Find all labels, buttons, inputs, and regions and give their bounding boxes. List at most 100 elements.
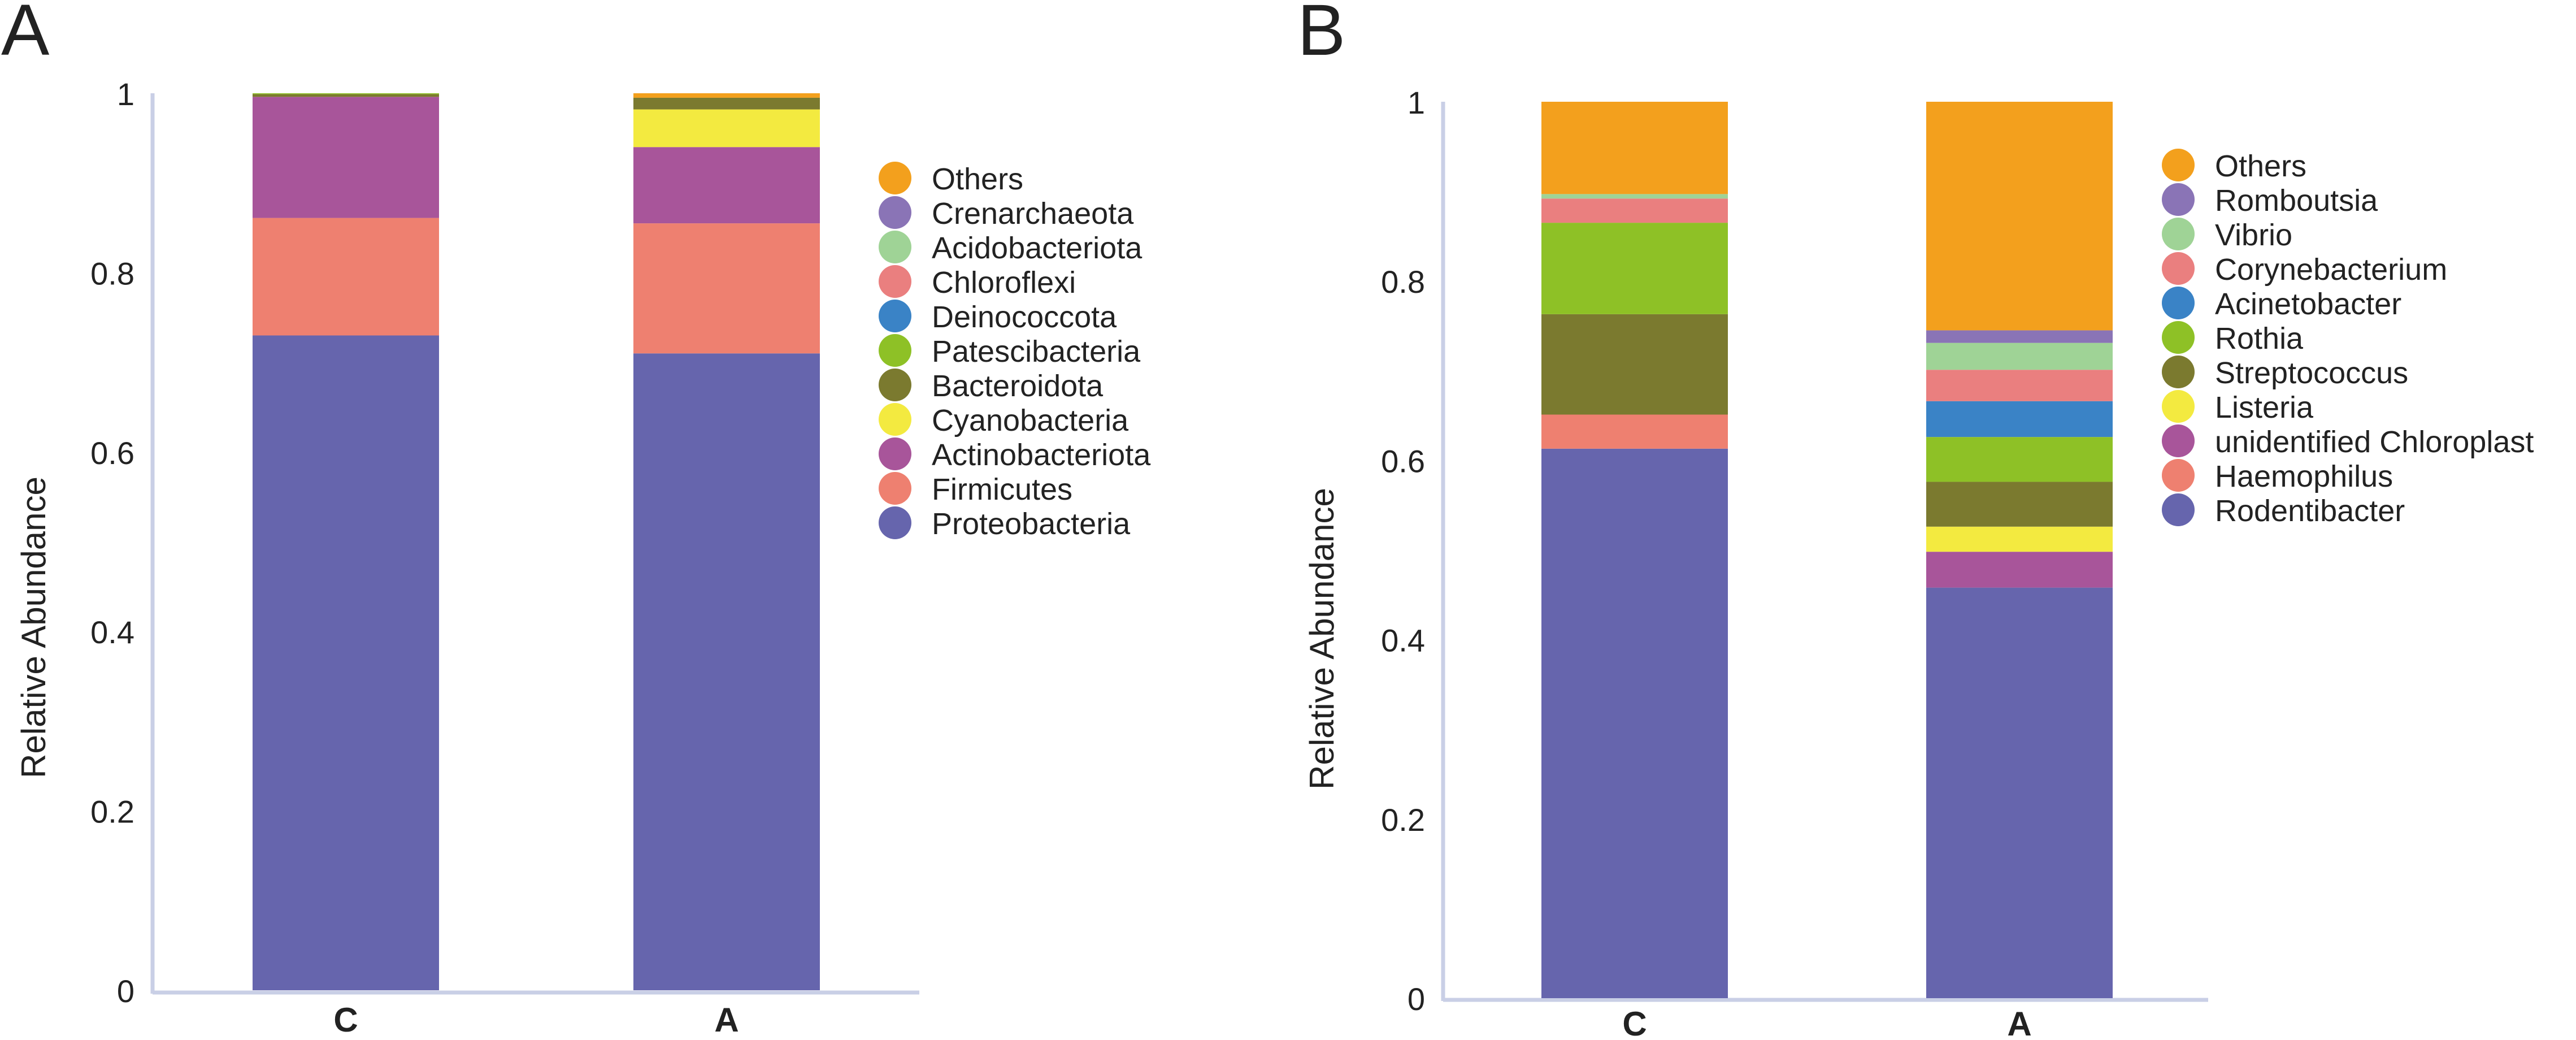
legend-marker <box>2162 321 2195 354</box>
legend-item: Others <box>2162 149 2306 183</box>
y-tick-label: 0 <box>1408 981 1425 1017</box>
legend-marker <box>2162 493 2195 526</box>
bar-segment <box>1541 198 1728 223</box>
legend-item: Bacteroidota <box>879 369 1104 403</box>
panel-label: A <box>1 0 50 71</box>
bar-segment <box>1926 343 2113 370</box>
y-axis-title: Relative Abundance <box>15 476 53 778</box>
y-ticks: 0 0.2 0.4 0.6 0.8 1 <box>1381 85 1425 1017</box>
legend-label: Cyanobacteria <box>932 404 1129 437</box>
legend-label: Listeria <box>2215 391 2314 424</box>
legend-marker <box>879 403 911 436</box>
y-tick-label: 0.2 <box>90 794 134 830</box>
y-tick-label: 0.6 <box>90 435 134 471</box>
legend-marker <box>879 231 911 263</box>
legend-label: Vibrio <box>2215 218 2292 252</box>
bar-segment <box>1926 587 2113 998</box>
legend-marker <box>2162 390 2195 423</box>
legend-item: Streptococcus <box>2162 356 2408 390</box>
legend: OthersCrenarchaeotaAcidobacteriotaChloro… <box>879 162 1151 541</box>
bar-segment <box>633 93 820 98</box>
bar-segment <box>1926 102 2113 331</box>
legend-item: Acinetobacter <box>2162 287 2401 321</box>
legend-item: Cyanobacteria <box>879 403 1129 437</box>
panel-label: B <box>1297 0 1345 71</box>
legend-marker <box>879 472 911 505</box>
bar-stack-group <box>1541 102 2113 998</box>
legend-item: Rothia <box>2162 321 2304 356</box>
bar-stack-group <box>253 93 820 990</box>
bar-segment <box>633 223 820 354</box>
bar-segment <box>1926 526 2113 552</box>
legend-marker <box>879 334 911 367</box>
legend-item: Others <box>879 162 1023 196</box>
legend-label: Others <box>2215 149 2306 183</box>
legend-marker <box>2162 149 2195 181</box>
bar-segment <box>1926 482 2113 527</box>
legend-item: Actinobacteriota <box>879 437 1151 472</box>
legend-marker <box>879 162 911 194</box>
bar-segment <box>1541 314 1728 415</box>
legend-item: Listeria <box>2162 390 2314 424</box>
legend-item: Deinococcota <box>879 300 1117 334</box>
legend: OthersRomboutsiaVibrioCorynebacteriumAci… <box>2162 149 2534 528</box>
bar-segment <box>253 93 439 94</box>
bar-segment <box>1541 448 1728 998</box>
legend-item: Crenarchaeota <box>879 196 1134 231</box>
legend-item: Rodentibacter <box>2162 493 2405 528</box>
y-axis-title: Relative Abundance <box>1303 488 1341 790</box>
y-tick-label: 0.4 <box>1381 623 1425 658</box>
bar-segment <box>253 218 439 336</box>
legend-label: Patescibacteria <box>932 335 1141 369</box>
legend-label: Acidobacteriota <box>932 231 1143 265</box>
legend-marker <box>2162 356 2195 388</box>
legend-label: Haemophilus <box>2215 460 2393 493</box>
legend-marker <box>879 265 911 298</box>
y-tick-label: 1 <box>1408 85 1425 120</box>
bar-segment <box>253 97 439 218</box>
bar-segment <box>1926 401 2113 437</box>
y-tick-label: 0.4 <box>90 614 134 650</box>
x-tick-label: C <box>333 1001 358 1039</box>
legend-marker <box>879 506 911 539</box>
legend-marker <box>2162 218 2195 250</box>
legend-label: Deinococcota <box>932 300 1117 334</box>
legend-marker <box>879 300 911 332</box>
bar-segment <box>1541 102 1728 194</box>
legend-label: Rothia <box>2215 322 2304 356</box>
legend-label: Corynebacterium <box>2215 253 2447 287</box>
legend-label: unidentified Chloroplast <box>2215 425 2534 459</box>
legend-item: Vibrio <box>2162 218 2292 252</box>
legend-marker <box>2162 183 2195 216</box>
bar-segment <box>1541 194 1728 199</box>
y-tick-label: 0 <box>117 973 134 1009</box>
legend-label: Romboutsia <box>2215 184 2378 218</box>
y-tick-label: 0.6 <box>1381 443 1425 479</box>
x-tick-label: A <box>2007 1005 2031 1040</box>
legend-marker <box>2162 287 2195 319</box>
legend-item: Romboutsia <box>2162 183 2378 218</box>
y-tick-label: 1 <box>117 76 134 112</box>
legend-marker <box>879 369 911 401</box>
legend-label: Rodentibacter <box>2215 494 2405 528</box>
bar-segment <box>1541 223 1728 314</box>
legend-label: Streptococcus <box>2215 356 2408 390</box>
legend-item: Proteobacteria <box>879 506 1131 541</box>
bar-segment <box>633 97 820 110</box>
legend-label: Crenarchaeota <box>932 197 1134 231</box>
legend-label: Proteobacteria <box>932 507 1131 541</box>
legend-item: Patescibacteria <box>879 334 1141 369</box>
legend-marker <box>2162 459 2195 492</box>
legend-label: Acinetobacter <box>2215 287 2401 321</box>
legend-item: Haemophilus <box>2162 459 2393 493</box>
legend-marker <box>879 437 911 470</box>
x-tick-label: C <box>1622 1005 1647 1040</box>
legend-item: Acidobacteriota <box>879 231 1143 265</box>
x-tick-label: A <box>714 1001 739 1039</box>
bar-segment <box>633 353 820 990</box>
